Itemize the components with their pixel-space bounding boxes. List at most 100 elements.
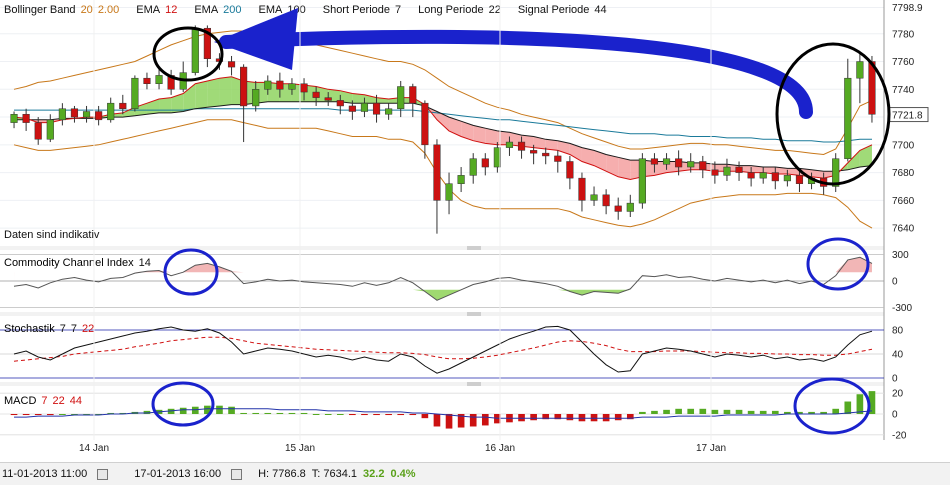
macd-bar-positive bbox=[119, 412, 127, 414]
legend-entry: EMA bbox=[194, 4, 219, 16]
cloud-segment-red bbox=[473, 125, 486, 144]
candle-bullish bbox=[360, 102, 369, 112]
macd-bar-positive bbox=[336, 414, 344, 415]
current-price-label: 7721.8 bbox=[892, 111, 923, 122]
cci-title: Commodity Channel Index bbox=[4, 257, 134, 269]
macd-bar-negative bbox=[397, 414, 405, 416]
legend-param: 7 bbox=[395, 4, 401, 16]
cloud-segment-green bbox=[159, 97, 172, 113]
candle-bearish bbox=[650, 158, 659, 165]
chart-canvas: 7798.97780776077407720770076807660764077… bbox=[0, 0, 929, 454]
macd-bar-positive bbox=[312, 414, 320, 415]
candle-bullish bbox=[46, 119, 54, 140]
macd-bar-negative bbox=[421, 414, 429, 419]
candle-bearish bbox=[747, 172, 755, 179]
macd-bar-positive bbox=[784, 411, 791, 414]
macd-bar-positive bbox=[191, 406, 199, 414]
macd-bar-negative bbox=[614, 414, 622, 421]
macd-bar-negative bbox=[469, 414, 477, 427]
candle-bullish bbox=[856, 61, 864, 79]
stochastik-tick-label: 40 bbox=[892, 350, 904, 361]
candle-bearish bbox=[312, 91, 320, 98]
candle-bullish bbox=[687, 161, 695, 168]
start-date: 11-01-2013 11:00 bbox=[2, 468, 88, 480]
stochastik-title: Stochastik bbox=[4, 323, 55, 335]
macd-bar-positive bbox=[216, 405, 223, 414]
candle-bearish bbox=[372, 102, 381, 115]
macd-bar-positive bbox=[711, 409, 719, 414]
macd-bar-negative bbox=[445, 414, 453, 429]
highlight-circle-blue bbox=[806, 237, 870, 291]
macd-bar-positive bbox=[107, 412, 115, 414]
macd-tick-label: -20 bbox=[892, 430, 907, 441]
macd-bar-positive bbox=[288, 412, 296, 414]
candle-bullish bbox=[638, 158, 646, 204]
legend-entry: Short Periode bbox=[323, 4, 390, 16]
candle-bearish bbox=[433, 144, 441, 201]
candle-bearish bbox=[771, 172, 779, 182]
candle-bullish bbox=[155, 75, 163, 84]
calendar-icon[interactable] bbox=[97, 468, 109, 480]
cloud-segment-green bbox=[352, 93, 365, 104]
candle-bearish bbox=[119, 102, 127, 109]
highlight-arrow bbox=[219, 29, 813, 119]
macd-bar-negative bbox=[518, 414, 525, 422]
candle-bearish bbox=[735, 166, 743, 173]
calendar-icon[interactable] bbox=[231, 468, 243, 480]
cloud-segment-red bbox=[461, 121, 474, 141]
candle-bearish bbox=[240, 66, 248, 107]
candle-bullish bbox=[397, 86, 405, 109]
candle-bearish bbox=[517, 141, 526, 151]
highlight-circle-black bbox=[152, 26, 224, 82]
macd-bar-negative bbox=[385, 414, 392, 416]
date-tick-label: 16 Jan bbox=[485, 443, 515, 454]
macd-bar-negative bbox=[10, 414, 18, 416]
candle-bullish bbox=[288, 83, 296, 90]
cloud-segment-red bbox=[775, 167, 788, 174]
date-tick-label: 14 Jan bbox=[79, 443, 109, 454]
cci-oversold-fill bbox=[14, 281, 872, 301]
candle-bullish bbox=[844, 77, 852, 159]
macd-bar-positive bbox=[723, 409, 731, 414]
macd-bar-negative bbox=[361, 414, 368, 416]
cloud-segment-red bbox=[787, 168, 800, 176]
candle-bearish bbox=[675, 158, 683, 168]
cloud-segment-red bbox=[763, 167, 776, 174]
change-value: 32.2 bbox=[363, 468, 385, 480]
candle-bullish bbox=[264, 80, 272, 90]
macd-param: 7 bbox=[41, 395, 47, 407]
macd-tick-label: 20 bbox=[892, 389, 904, 400]
legend-param: 2.00 bbox=[98, 4, 119, 16]
panel-divider bbox=[0, 382, 884, 386]
macd-bar-positive bbox=[820, 411, 827, 414]
highlight-arrowhead bbox=[214, 8, 298, 70]
macd-bar-negative bbox=[22, 414, 30, 416]
candle-bearish bbox=[409, 86, 417, 104]
candle-bearish bbox=[602, 194, 610, 207]
cloud-segment-red bbox=[569, 143, 582, 162]
price-tick-label: 7760 bbox=[892, 57, 915, 68]
legend-entry: EMA bbox=[136, 4, 161, 16]
macd-bar-positive bbox=[759, 410, 767, 414]
stochastik-param: 7 bbox=[71, 323, 77, 335]
cloud-segment-red bbox=[618, 157, 631, 180]
candle-bearish bbox=[868, 61, 876, 115]
price-tick-label: 7798.9 bbox=[892, 3, 923, 14]
bollinger-upper-line bbox=[13, 30, 873, 156]
macd-bar-positive bbox=[264, 412, 272, 414]
stochastik-d-line bbox=[13, 336, 873, 362]
cloud-segment-red bbox=[606, 154, 619, 177]
candle-bearish bbox=[530, 150, 538, 154]
macd-bar-positive bbox=[651, 410, 658, 414]
cloud-segment-green bbox=[134, 103, 147, 116]
macd-title: MACD bbox=[4, 395, 36, 407]
legend-param: 200 bbox=[223, 4, 241, 16]
candle-bullish bbox=[385, 108, 393, 115]
candle-bullish bbox=[662, 158, 671, 165]
macd-bar-positive bbox=[71, 414, 78, 415]
legend-entry: EMA bbox=[259, 4, 284, 16]
candle-bearish bbox=[578, 177, 586, 201]
macd-bar-positive bbox=[868, 391, 876, 414]
macd-param: 22 bbox=[53, 395, 65, 407]
candle-bearish bbox=[711, 169, 719, 176]
